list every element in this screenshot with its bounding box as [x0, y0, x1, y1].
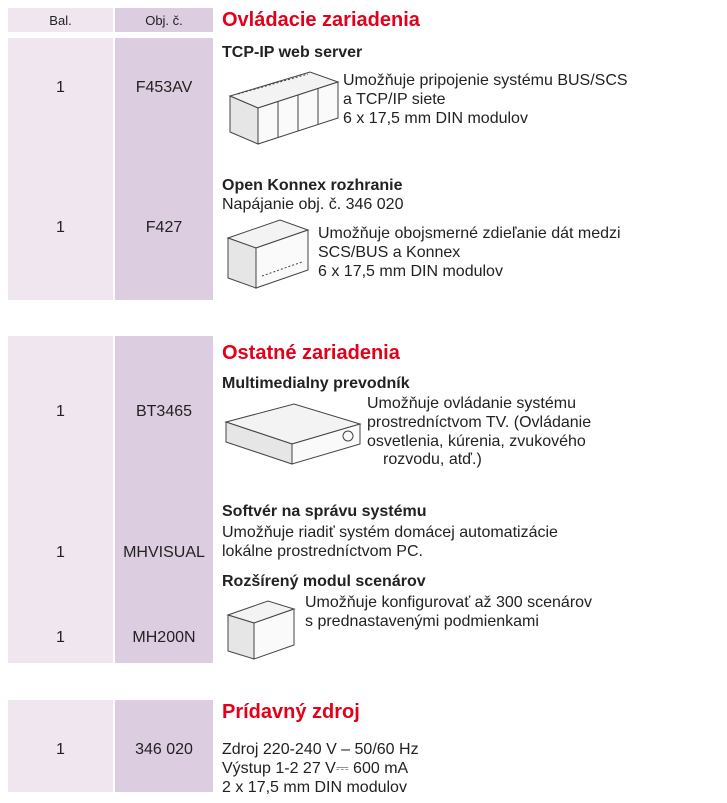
item-name: Multimedialny prevodník [222, 375, 410, 392]
header-cell [8, 8, 113, 32]
code: BT3465 [135, 403, 193, 420]
header-code: Obj. č. [145, 13, 183, 28]
desc: Výstup 1-2 27 V⎓ 600 mA [222, 760, 409, 777]
device-image [226, 600, 296, 660]
item-name: Softvér na správu systému [222, 503, 427, 520]
code: 346 020 [135, 741, 193, 758]
desc: a TCP/IP siete [343, 91, 446, 108]
header-qty: Bal. [49, 13, 72, 28]
desc: SCS/BUS a Konnex [318, 244, 461, 261]
code: F427 [145, 219, 183, 236]
item-note: Napájanie obj. č. 346 020 [222, 196, 404, 213]
desc: prostredníctvom TV. (Ovládanie [367, 414, 592, 431]
column-band [8, 38, 113, 300]
item-name: TCP-IP web server [222, 44, 363, 61]
qty: 1 [56, 79, 65, 96]
qty: 1 [56, 629, 65, 646]
desc: Umožňuje obojsmerné zdieľanie dát medzi [318, 225, 621, 242]
desc: 6 x 17,5 mm DIN modulov [318, 263, 503, 280]
desc: 6 x 17,5 mm DIN modulov [343, 110, 528, 127]
column-band [8, 336, 113, 663]
desc: rozvodu, atď.) [383, 451, 482, 468]
header-cell [115, 8, 213, 32]
item-name: Open Konnex rozhranie [222, 177, 403, 194]
desc: Umožňuje ovládanie systému [367, 395, 576, 412]
qty: 1 [56, 219, 65, 236]
device-image [224, 403, 362, 465]
desc: osvetlenia, kúrenia, zvukového [367, 433, 586, 450]
desc: Umožňuje riadiť systém domácej automatiz… [222, 524, 558, 541]
column-band [115, 336, 213, 663]
desc: 2 x 17,5 mm DIN modulov [222, 779, 407, 796]
column-band [115, 38, 213, 300]
code: F453AV [135, 79, 193, 96]
device-image [226, 219, 310, 289]
desc: Umožňuje konfigurovať až 300 scenárov [305, 594, 593, 611]
section-title: Prídavný zdroj [222, 701, 360, 723]
section-title: Ovládacie zariadenia [222, 9, 420, 31]
desc: Zdroj 220-240 V – 50/60 Hz [222, 741, 419, 758]
qty: 1 [56, 403, 65, 420]
desc: Umožňuje pripojenie systému BUS/SCS [343, 72, 628, 89]
device-image [228, 71, 340, 145]
code: MHVISUAL [123, 544, 205, 561]
column-band [115, 700, 213, 792]
section-title: Ostatné zariadenia [222, 342, 400, 364]
code: MH200N [132, 629, 196, 646]
desc: lokálne prostredníctvom PC. [222, 543, 423, 560]
item-name: Rozšírený modul scenárov [222, 573, 426, 590]
column-band [8, 700, 113, 792]
qty: 1 [56, 544, 65, 561]
qty: 1 [56, 741, 65, 758]
desc: s prednastavenými podmienkami [305, 613, 539, 630]
